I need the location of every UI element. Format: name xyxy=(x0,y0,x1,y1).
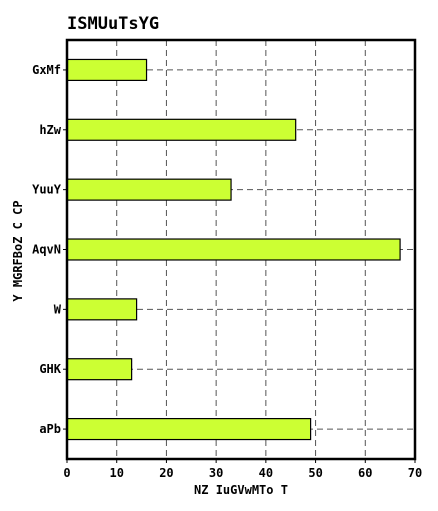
y-tick-label: YuuY xyxy=(32,183,62,197)
x-tick-label: 10 xyxy=(109,466,123,480)
x-axis-ticks: 0 10 20 30 40 50 60 70 xyxy=(63,459,422,480)
y-axis-ticks: GxMf hZw YuuY AqvN W GHK aPb xyxy=(32,63,67,436)
x-tick-label: 70 xyxy=(408,466,422,480)
y-tick-label: W xyxy=(54,302,62,316)
bar-yuuy xyxy=(66,178,232,201)
bar-w xyxy=(66,298,138,321)
x-tick-label: 0 xyxy=(63,466,70,480)
bar-apb xyxy=(66,417,312,441)
bar-ghk xyxy=(66,358,133,381)
y-axis-label: Y MGRFBoZ C CP xyxy=(11,200,25,301)
x-axis-label: NZ IuGVwMTo T xyxy=(194,483,288,497)
y-tick-label: GxMf xyxy=(32,63,61,77)
x-tick-label: 50 xyxy=(308,466,322,480)
y-tick-label: AqvN xyxy=(32,243,61,257)
y-tick-label: hZw xyxy=(39,123,61,137)
x-tick-label: 60 xyxy=(358,466,372,480)
y-tick-label: aPb xyxy=(39,422,61,436)
bar-aqvn xyxy=(66,238,401,261)
bar-gxmf xyxy=(66,58,148,82)
y-tick-label: GHK xyxy=(39,362,61,376)
x-tick-label: 30 xyxy=(209,466,223,480)
x-tick-label: 40 xyxy=(259,466,273,480)
bar-hzw xyxy=(66,118,297,141)
chart-title: ISMUuTsYG xyxy=(67,14,159,34)
x-tick-label: 20 xyxy=(159,466,173,480)
